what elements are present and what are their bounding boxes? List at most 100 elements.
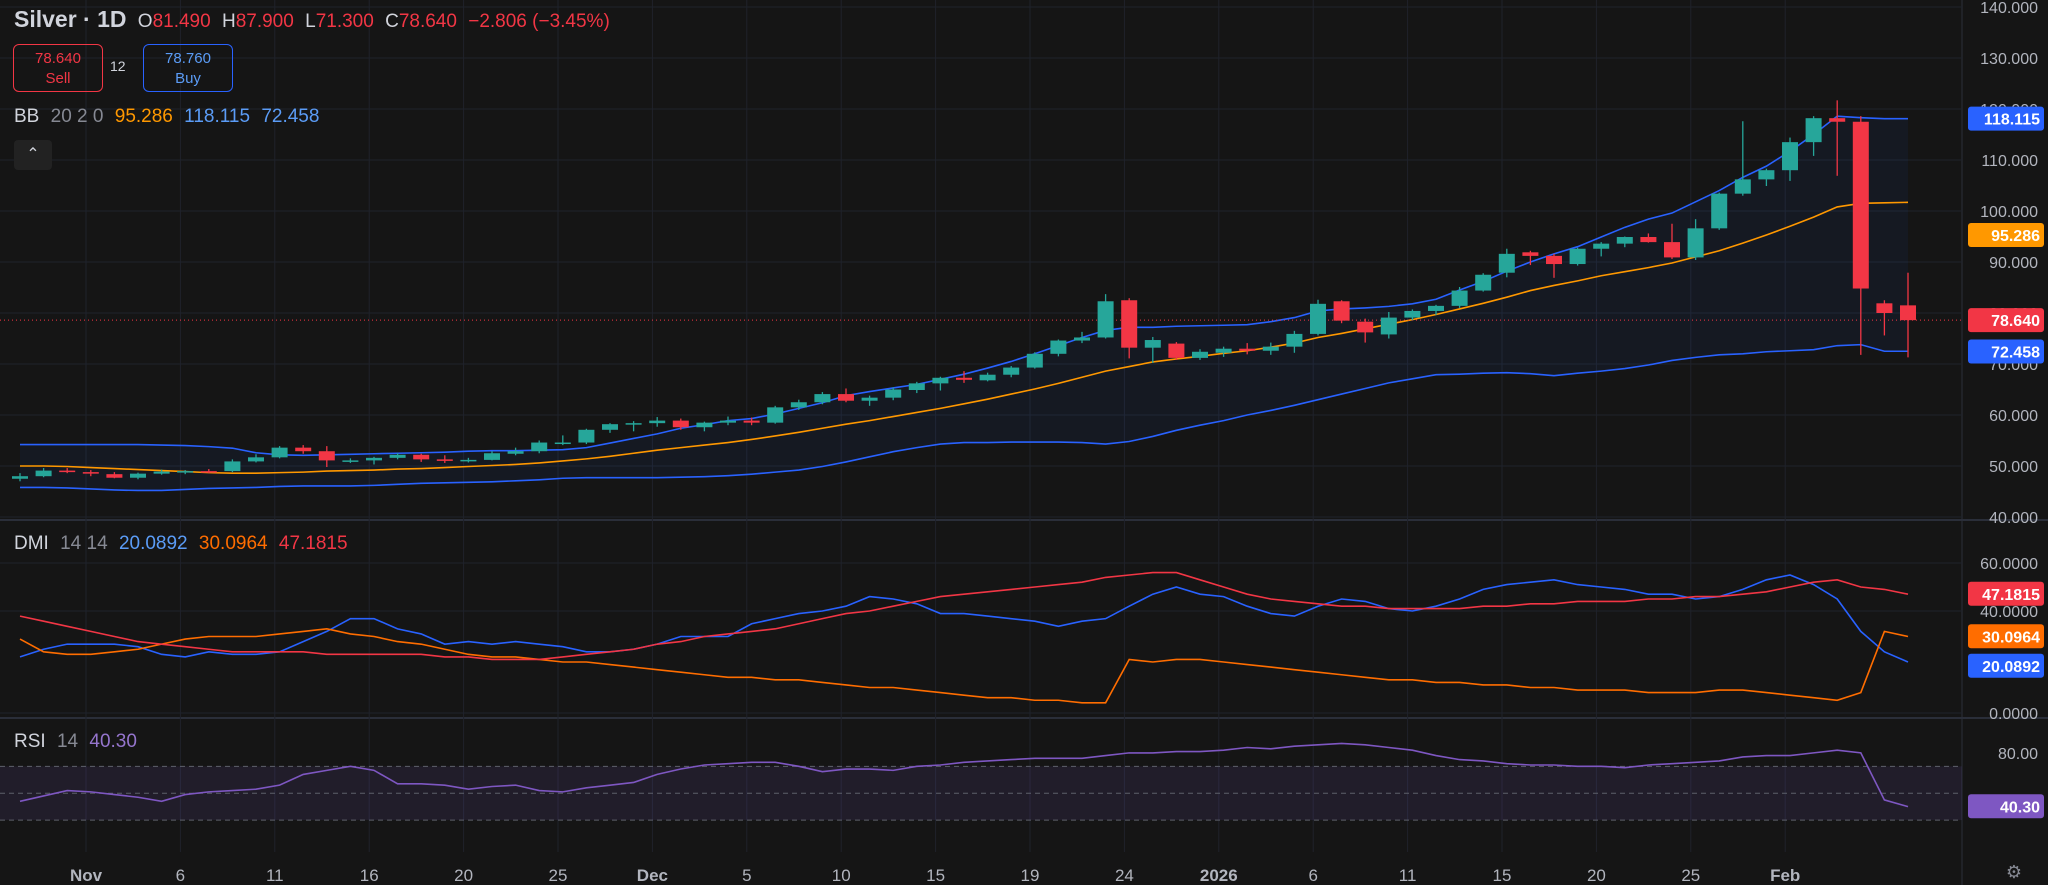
dmi-name: DMI <box>14 533 49 554</box>
last-price-badge <box>1968 308 2044 333</box>
buy-button[interactable]: 78.760 Buy <box>143 44 233 92</box>
candle <box>12 473 28 482</box>
candle-body <box>885 389 902 398</box>
candle-body <box>12 476 28 479</box>
x-tick-label: 25 <box>549 866 568 885</box>
y-tick-label: 130.000 <box>1980 51 2038 68</box>
candle-body <box>1026 353 1043 368</box>
candle <box>460 457 477 463</box>
candle <box>1168 342 1185 360</box>
candle <box>1805 116 1822 156</box>
bb-lower-badge-text: 72.458 <box>1991 344 2040 361</box>
candle-body <box>625 423 642 425</box>
candle-body <box>1121 300 1138 348</box>
candle-body <box>1144 340 1161 348</box>
open-value: 81.490 <box>152 11 211 32</box>
candle <box>1026 352 1043 369</box>
candle-body <box>248 457 264 462</box>
candle <box>1357 318 1374 343</box>
candle-body <box>790 402 807 408</box>
candle-body <box>1239 348 1256 351</box>
x-tick-label: 11 <box>1399 866 1417 885</box>
candle-body <box>177 471 194 473</box>
candle-body <box>838 394 854 401</box>
candle <box>554 435 571 446</box>
rsi-series <box>0 742 1962 821</box>
close-value: 78.640 <box>398 11 457 32</box>
candle <box>106 472 123 479</box>
dmi-legend[interactable]: DMI 14 14 20.0892 30.0964 47.1815 <box>14 533 354 555</box>
candle <box>177 470 194 475</box>
candle <box>1097 294 1114 339</box>
candle-body <box>1215 348 1232 353</box>
x-tick-label: 6 <box>1308 866 1317 885</box>
y-tick-label: 90.000 <box>1989 255 2038 272</box>
open-label: O <box>137 11 153 32</box>
candle-body <box>1168 343 1185 358</box>
x-tick-label: 15 <box>926 866 945 885</box>
sell-button[interactable]: 78.640 Sell <box>13 44 103 92</box>
candle-body <box>1451 290 1468 306</box>
candle <box>1522 250 1539 266</box>
candle <box>1900 272 1916 358</box>
x-tick-label: 6 <box>176 866 185 885</box>
dmi-y-tick-label: 40.0000 <box>1980 604 2038 621</box>
candle <box>1050 339 1067 357</box>
candle-body <box>1687 228 1704 258</box>
candle-body <box>861 397 878 401</box>
candle-body <box>932 377 949 384</box>
bb-upper-value: 118.115 <box>184 106 251 127</box>
candle <box>1121 298 1138 359</box>
candle <box>932 376 949 391</box>
symbol-title[interactable]: Silver · 1D <box>14 6 127 32</box>
candle-body <box>979 374 996 381</box>
dmi-plus-value: 20.0892 <box>118 533 188 554</box>
candle-body <box>743 420 760 423</box>
rsi-legend[interactable]: RSI 14 40.30 <box>14 731 143 753</box>
candle-body <box>389 454 406 458</box>
candle <box>1546 253 1562 278</box>
high-label: H <box>221 11 236 32</box>
candle <box>413 453 430 462</box>
bb-legend[interactable]: BB 20 2 0 95.286 118.115 72.458 <box>14 106 325 128</box>
candle-body <box>1498 253 1515 273</box>
adx-line <box>19 571 1909 661</box>
candlestick-series <box>12 100 1916 482</box>
x-tick-label: 5 <box>742 866 751 885</box>
candle <box>625 421 642 432</box>
collapse-legend-button[interactable]: ⌃ <box>14 140 52 170</box>
bb-lower-badge <box>1968 339 2044 364</box>
candle <box>1640 233 1657 243</box>
candle-body <box>224 461 241 472</box>
candle <box>720 416 736 426</box>
x-tick-label: 20 <box>454 866 473 885</box>
candle <box>224 459 241 473</box>
candle-body <box>200 471 217 473</box>
candle <box>1428 304 1444 316</box>
y-tick-label: 110.000 <box>1981 153 2038 170</box>
candle-body <box>59 470 76 473</box>
candle <box>578 428 595 445</box>
x-tick-label: 11 <box>266 866 284 885</box>
candle-body <box>484 453 500 460</box>
rsi-value: 40.30 <box>89 731 137 752</box>
candle-body <box>531 442 548 452</box>
minus-di-line <box>19 628 1909 704</box>
bb-basis-line <box>20 201 1909 474</box>
bb-name: BB <box>14 106 40 127</box>
candle <box>1404 309 1421 321</box>
candle <box>531 440 548 454</box>
low-label: L <box>305 11 316 32</box>
candle <box>295 445 312 454</box>
candle-body <box>318 451 335 461</box>
bb-basis-badge <box>1968 223 2044 248</box>
candle <box>1782 137 1798 181</box>
gear-icon[interactable]: ⚙ <box>2005 862 2023 882</box>
candle <box>1498 248 1515 278</box>
candle-body <box>507 451 524 454</box>
candle <box>1687 219 1704 260</box>
rsi-params: 14 <box>56 731 79 752</box>
candle-body <box>1876 303 1893 313</box>
dmi-params: 14 14 <box>60 533 108 554</box>
